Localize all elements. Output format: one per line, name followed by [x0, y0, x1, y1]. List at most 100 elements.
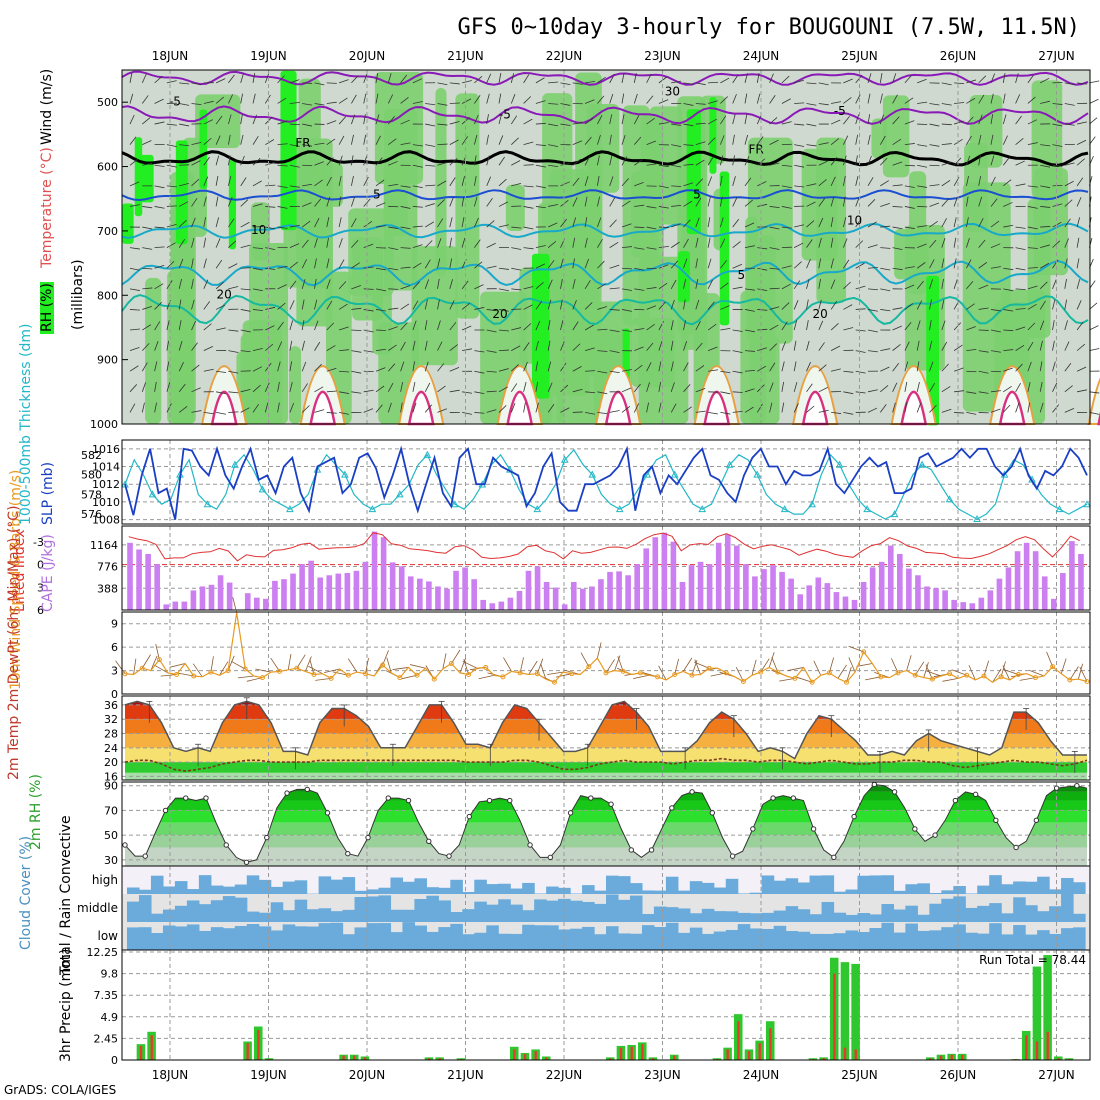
wind-barb: [584, 136, 592, 145]
li-tick: 3: [37, 581, 44, 594]
wind-point: [758, 669, 764, 675]
wind-point: [981, 673, 987, 679]
cape-bar: [308, 560, 314, 610]
wind-barb: [867, 329, 878, 333]
thickness-point: [286, 505, 294, 513]
cape-bar: [978, 597, 985, 610]
wind-barb: [695, 237, 699, 248]
precip-conv-bar: [939, 1055, 943, 1060]
wind-barb: [917, 243, 927, 249]
li-line: [128, 532, 1080, 562]
wind-barb: [1015, 247, 1026, 250]
cloud-cell: [162, 925, 176, 950]
wind-barb: [1052, 240, 1061, 248]
wind-barb: [609, 93, 614, 104]
cloud-cell: [486, 904, 499, 922]
wind-barb: [708, 81, 719, 84]
wind-barb: [671, 223, 681, 228]
wind-barb: [597, 370, 608, 374]
wind-barb: [289, 123, 300, 126]
cloud-cell: [438, 887, 451, 894]
wind-barb: [609, 329, 620, 333]
cape-bar: [987, 590, 994, 610]
wind-barb: [400, 206, 411, 209]
wind-barb: [166, 123, 177, 126]
wind-barb: [240, 244, 251, 249]
date-label-top: 27JUN: [1038, 49, 1075, 63]
cloud-cell: [953, 896, 966, 922]
wind-barb: [781, 265, 792, 269]
wind-barb: [855, 329, 866, 332]
wind-barb: [363, 329, 374, 333]
wind-barb: [779, 677, 796, 682]
rh-point: [871, 781, 878, 788]
rh-point: [851, 813, 857, 820]
wind-barb: [191, 103, 202, 106]
wind-barb: [203, 137, 212, 145]
wind-barb: [953, 344, 963, 351]
wind-barb: [966, 370, 977, 373]
wind-barb: [867, 309, 878, 312]
wind-barb: [580, 652, 590, 667]
wind-barb: [621, 178, 630, 187]
wind-barb: [1019, 677, 1036, 681]
wind-barb: [806, 299, 809, 310]
wind-barb: [1076, 300, 1082, 310]
wind-point: [483, 664, 489, 670]
wind-barb: [178, 383, 186, 393]
wind-barb: [169, 663, 186, 668]
wind-barb: [880, 225, 891, 228]
wind-barb: [781, 98, 791, 104]
cloud-cell: [318, 923, 332, 950]
wind-barb: [744, 329, 755, 333]
cloud-cell: [246, 911, 260, 922]
cloud-cell: [510, 904, 523, 922]
wind-barb: [437, 385, 446, 393]
wind-barb: [252, 267, 263, 271]
wind-barb: [916, 320, 921, 331]
wind-barb: [511, 267, 522, 271]
wind-barb: [621, 223, 632, 228]
wind-barb: [314, 103, 325, 106]
cape-bar: [516, 590, 523, 610]
wind-barb: [966, 281, 974, 290]
wind-barb: [732, 74, 739, 84]
wind-barb: [794, 102, 805, 104]
rh-green-band: [505, 184, 525, 232]
wind-barb: [1039, 381, 1043, 392]
wind-barb: [867, 350, 878, 353]
cloud-cell: [354, 897, 368, 922]
thickness-point: [148, 490, 157, 498]
wind-barb: [363, 309, 374, 312]
wind-barb: [1015, 226, 1026, 229]
wind-barb: [252, 93, 256, 104]
rh-point: [709, 810, 716, 816]
wind-barb: [442, 653, 447, 670]
wind-barb: [818, 142, 829, 146]
wind-barb: [1002, 135, 1008, 145]
wind-barb: [363, 114, 366, 125]
cloud-cell: [127, 887, 140, 894]
wind-barb: [769, 139, 779, 146]
wind-barb: [142, 140, 152, 146]
cloud-cell: [1073, 927, 1086, 950]
cape-bar: [208, 584, 215, 610]
thickness-tick: 578: [81, 488, 102, 501]
cloud-cell: [1001, 913, 1014, 922]
cloud-cell: [737, 924, 751, 950]
wind-barb: [867, 221, 877, 228]
wind-point: [225, 668, 231, 674]
wind-barb: [1064, 341, 1070, 351]
wind-barb: [142, 306, 152, 310]
wind-barb: [240, 134, 244, 145]
temp-frame: [121, 695, 1091, 781]
wind-barb: [338, 326, 349, 331]
precip-tick: 2.45: [94, 1032, 119, 1045]
wind-barb: [848, 657, 856, 673]
wind-barb: [547, 320, 551, 331]
precip-conv-bar: [1035, 1041, 1039, 1060]
rh-legend-swatch: [40, 282, 54, 334]
wind-barb: [695, 258, 698, 269]
cloud-cell: [342, 909, 356, 922]
cloud-cell: [258, 912, 272, 922]
